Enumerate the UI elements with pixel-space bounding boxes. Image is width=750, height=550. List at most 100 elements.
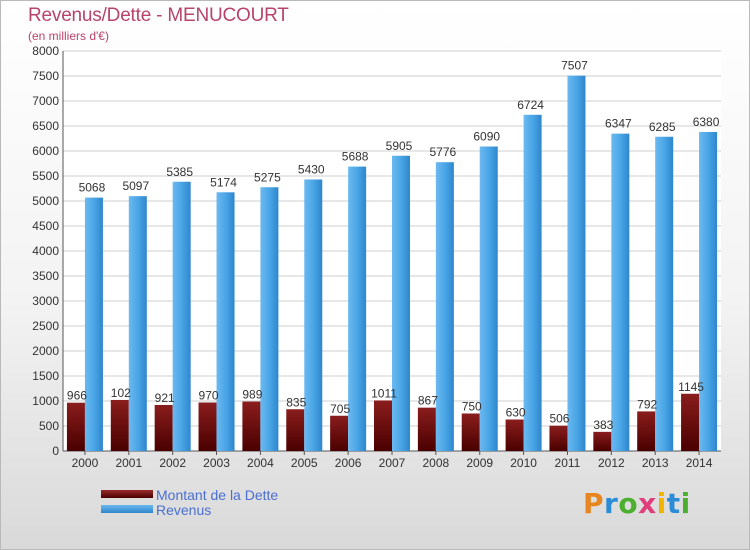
- y-tick-label: 7500: [32, 69, 59, 83]
- debt-bar: [637, 411, 656, 451]
- y-tick-label: 8000: [32, 44, 59, 58]
- x-tick-label: 2008: [423, 456, 450, 470]
- debt-bar: [505, 419, 524, 451]
- debt-bar: [198, 402, 217, 451]
- y-tick-label: 2000: [32, 344, 59, 358]
- y-tick-label: 6500: [32, 119, 59, 133]
- revenue-bar: [128, 196, 147, 451]
- brand-logo: Proxiti: [583, 487, 691, 520]
- y-tick-label: 5500: [32, 169, 59, 183]
- revenue-data-label: 5097: [122, 179, 149, 193]
- y-tick-label: 500: [39, 419, 59, 433]
- revenue-bar: [392, 155, 410, 451]
- revenue-bar: [479, 146, 498, 451]
- revenue-data-label: 5430: [298, 163, 325, 177]
- revenue-bar: [304, 179, 323, 451]
- x-tick-label: 2007: [379, 456, 406, 470]
- debt-data-label: 867: [418, 394, 438, 408]
- x-tick-label: 2004: [247, 456, 274, 470]
- x-tick-label: 2013: [642, 456, 669, 470]
- revenue-bar: [523, 114, 542, 452]
- legend-label-revenue: Revenus: [156, 502, 212, 518]
- x-tick-label: 2002: [159, 456, 186, 470]
- debt-data-label: 989: [242, 388, 262, 402]
- debt-data-label: 921: [155, 391, 175, 405]
- y-tick-label: 6000: [32, 144, 59, 158]
- debt-bar: [461, 413, 480, 451]
- debt-bar: [66, 402, 85, 451]
- revenue-data-label: 6090: [473, 130, 500, 144]
- debt-bar: [549, 425, 568, 451]
- revenue-data-label: 7507: [561, 59, 588, 73]
- x-tick-label: 2011: [555, 456, 581, 470]
- revenue-bar: [260, 187, 279, 451]
- debt-data-label: 970: [199, 389, 219, 403]
- debt-data-label: 506: [549, 412, 569, 426]
- revenue-data-label: 5776: [430, 145, 457, 159]
- revenue-bar: [699, 132, 718, 451]
- x-tick-label: 2009: [466, 456, 493, 470]
- revenue-data-label: 5688: [342, 150, 369, 164]
- revenue-data-label: 6347: [605, 117, 632, 131]
- y-tick-label: 1000: [32, 394, 59, 408]
- revenue-bar: [84, 197, 103, 451]
- y-tick-label: 5000: [32, 194, 59, 208]
- debt-data-label: 966: [67, 389, 87, 403]
- revenue-bar: [216, 192, 235, 452]
- brand-logo-letter: t: [666, 487, 681, 520]
- debt-data-label: 630: [506, 406, 526, 420]
- x-tick-label: 2000: [72, 456, 99, 470]
- debt-bar: [286, 409, 305, 451]
- revenue-bar: [435, 162, 454, 451]
- y-tick-label: 7000: [32, 94, 59, 108]
- debt-data-label: 1145: [678, 380, 704, 394]
- revenue-bar: [567, 75, 586, 452]
- y-tick-label: 2500: [32, 319, 59, 333]
- x-tick-label: 2006: [335, 456, 362, 470]
- revenue-data-label: 5385: [166, 165, 193, 179]
- debt-data-label: 383: [593, 418, 613, 432]
- revenue-data-label: 5068: [79, 181, 106, 195]
- x-tick-label: 2010: [510, 456, 537, 470]
- revenue-data-label: 5905: [386, 139, 413, 153]
- debt-bar: [242, 401, 261, 451]
- x-tick-label: 2003: [203, 456, 230, 470]
- revenue-data-label: 6380: [693, 115, 720, 129]
- brand-logo-letter: i: [680, 487, 691, 520]
- y-tick-label: 0: [52, 444, 59, 458]
- legend-label-debt: Montant de la Dette: [156, 487, 279, 503]
- revenue-data-label: 6285: [649, 120, 676, 134]
- brand-logo-letter: r: [604, 487, 619, 520]
- debt-data-label: 835: [286, 395, 306, 409]
- legend-swatch-revenue: [101, 505, 153, 513]
- x-tick-label: 2014: [686, 456, 713, 470]
- y-tick-label: 3500: [32, 269, 59, 283]
- brand-logo-letter: i: [656, 487, 667, 520]
- y-tick-label: 3000: [32, 294, 59, 308]
- debt-bar: [330, 415, 349, 451]
- debt-bar: [681, 393, 700, 451]
- chart-subtitle: (en milliers d'€): [28, 29, 109, 43]
- debt-bar: [110, 399, 129, 451]
- x-tick-label: 2012: [598, 456, 625, 470]
- y-tick-label: 1500: [32, 369, 59, 383]
- brand-logo-letter: x: [638, 487, 657, 520]
- brand-logo-letter: o: [618, 487, 639, 520]
- x-tick-label: 2005: [291, 456, 318, 470]
- revenue-data-label: 5275: [254, 170, 281, 184]
- debt-bar: [417, 407, 436, 451]
- debt-bar: [374, 400, 392, 451]
- revenue-bar: [172, 181, 191, 451]
- revenue-bar: [611, 133, 630, 451]
- revenue-bar: [348, 166, 367, 451]
- debt-data-label: 1011: [371, 386, 397, 400]
- x-tick-label: 2001: [115, 456, 142, 470]
- revenue-bar: [655, 136, 674, 451]
- revenue-data-label: 5174: [210, 175, 237, 189]
- debt-bar: [154, 404, 173, 451]
- debt-data-label: 705: [330, 402, 350, 416]
- brand-logo-letter: P: [583, 487, 605, 520]
- debt-data-label: 102: [111, 386, 131, 400]
